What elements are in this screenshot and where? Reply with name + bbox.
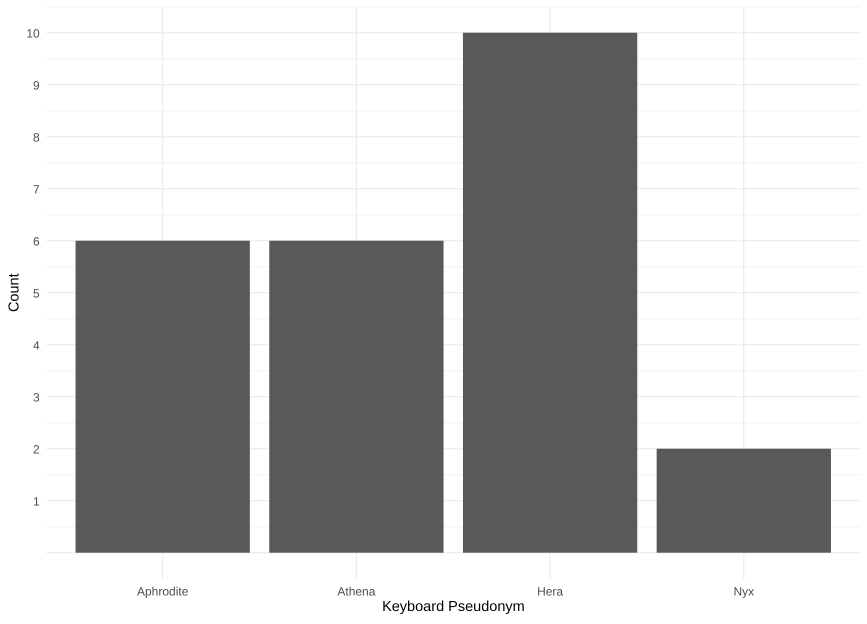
- svg-text:Athena: Athena: [337, 585, 375, 599]
- svg-text:5: 5: [33, 287, 40, 301]
- svg-text:Hera: Hera: [537, 585, 563, 599]
- svg-text:10: 10: [26, 27, 40, 41]
- svg-text:7: 7: [33, 183, 40, 197]
- svg-text:Nyx: Nyx: [733, 585, 754, 599]
- svg-text:3: 3: [33, 391, 40, 405]
- svg-text:8: 8: [33, 131, 40, 145]
- svg-text:Aphrodite: Aphrodite: [137, 585, 189, 599]
- svg-text:Keyboard Pseudonym: Keyboard Pseudonym: [382, 599, 525, 615]
- svg-text:2: 2: [33, 443, 40, 457]
- svg-text:9: 9: [33, 79, 40, 93]
- svg-text:6: 6: [33, 235, 40, 249]
- svg-text:1: 1: [33, 495, 40, 509]
- svg-text:Count: Count: [6, 273, 22, 312]
- svg-text:4: 4: [33, 339, 40, 353]
